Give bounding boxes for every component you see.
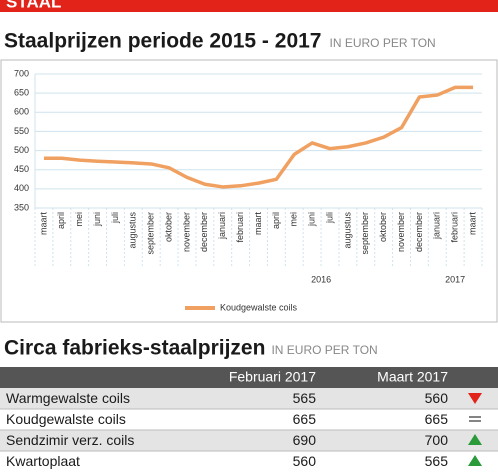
x-tick-label: maart [467,212,477,236]
x-tick-label: april [56,212,66,229]
x-tick-label: juni [92,212,102,227]
row-label: Koudgewalste coils [6,411,126,427]
x-tick-label: oktober [378,212,388,242]
year-label: 2016 [311,274,331,284]
table-title: Circa fabrieks-staalprijzen [4,337,265,360]
column-header: Maart 2017 [377,369,448,385]
table-value: 565 [293,390,317,406]
header-bar [0,0,498,12]
chart-frame [0,59,498,323]
table-value: 700 [425,432,449,448]
table-value: 665 [293,411,317,427]
trend-down [468,393,482,404]
x-tick-label: januari [432,212,442,240]
trend-up [468,455,482,466]
x-tick-label: mei [74,212,84,227]
table-value: 665 [425,411,449,427]
trend-icons [468,393,482,466]
y-tick-label: 550 [14,126,29,136]
x-tick-label: december [414,212,424,252]
table-value: 560 [293,453,317,469]
x-tick-label: september [360,212,370,255]
x-tick-label: februari [450,212,460,243]
table-row-bg [0,451,498,472]
y-tick-label: 450 [14,164,29,174]
x-tick-label: maart [38,212,48,236]
x-tick-label: juni [307,212,317,227]
x-tick-label: november [396,212,406,252]
y-tick-label: 700 [14,68,29,78]
x-tick-label: december [199,212,209,252]
table-row-bg [0,430,498,451]
x-tick-label: februari [235,212,245,243]
year-label: 2017 [445,274,465,284]
line-series [43,85,474,189]
chart-subtitle: IN EURO PER TON [329,36,435,50]
row-label: Sendzimir verz. coils [6,432,134,448]
y-tick-label: 350 [14,202,29,212]
x-tick-label: september [146,212,156,255]
table-value: 565 [425,453,449,469]
x-tick-label: juli [110,212,120,224]
header-label: STAAL [6,0,61,11]
y-tick-label: 400 [14,183,29,193]
x-tick-label: maart [253,212,263,236]
chart-title: Staalprijzen periode 2015 - 2017 [4,30,321,53]
x-tick-label: mei [289,212,299,227]
x-tick-label: augustus [342,212,352,249]
table-header-bg [0,367,498,388]
row-label: Kwartoplaat [6,453,80,469]
table-subtitle: IN EURO PER TON [271,343,377,357]
x-tick-label: januari [217,212,227,240]
x-tick-label: november [181,212,191,252]
y-tick-label: 650 [14,88,29,98]
x-tick-label: oktober [163,212,173,242]
x-tick-label: april [271,212,281,229]
table-value: 690 [293,432,317,448]
table-row-bg [0,388,498,409]
y-tick-label: 500 [14,145,29,155]
y-tick-label: 600 [14,107,29,117]
x-tick-label: juli [324,212,334,224]
legend-label: Koudgewalste coils [220,302,298,312]
row-label: Warmgewalste coils [6,390,130,406]
x-tick-label: augustus [128,212,138,249]
column-header: Februari 2017 [229,369,316,385]
trend-up [468,434,482,445]
table-value: 560 [425,390,449,406]
table-row-bg [0,409,498,430]
